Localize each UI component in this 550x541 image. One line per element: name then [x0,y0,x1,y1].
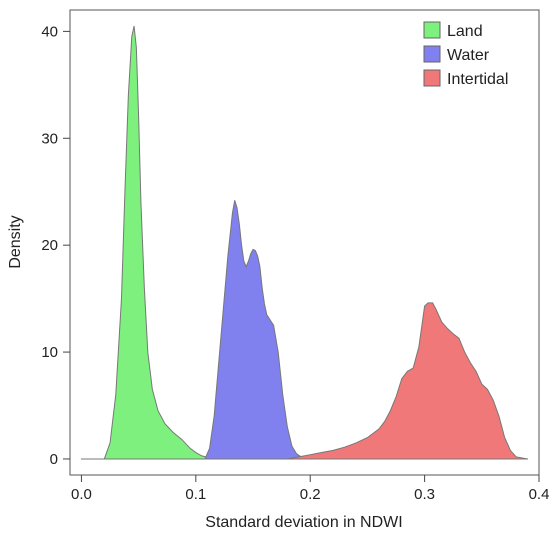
y-axis: 0 10 20 30 40 [41,23,70,468]
legend-label-water: Water [447,47,490,64]
x-tick-label: 0.1 [185,486,206,503]
y-tick-label: 20 [41,237,58,254]
legend-swatch-water [423,45,441,63]
density-areas [80,25,529,460]
y-tick-label: 10 [41,344,58,361]
y-tick-label: 30 [41,130,58,147]
y-tick-label: 0 [50,451,58,468]
y-axis-label: Density [7,215,24,268]
legend: Land Water Intertidal [423,21,508,88]
density-area-intertidal [286,302,529,460]
x-tick-label: 0.4 [529,486,550,503]
plot-frame [69,9,540,476]
legend-swatch-land [423,21,441,39]
legend-swatch-intertidal [423,69,441,87]
legend-label-land: Land [447,23,483,40]
x-tick-label: 0.2 [300,486,321,503]
y-tick-label: 40 [41,23,58,40]
legend-label-intertidal: Intertidal [447,71,508,88]
density-area-land [80,25,232,460]
density-area-water [195,200,311,460]
x-tick-label: 0.0 [71,486,92,503]
x-tick-label: 0.3 [414,486,435,503]
x-axis-label: Standard deviation in NDWI [205,514,402,531]
x-axis: 0.0 0.1 0.2 0.3 0.4 [71,475,549,503]
